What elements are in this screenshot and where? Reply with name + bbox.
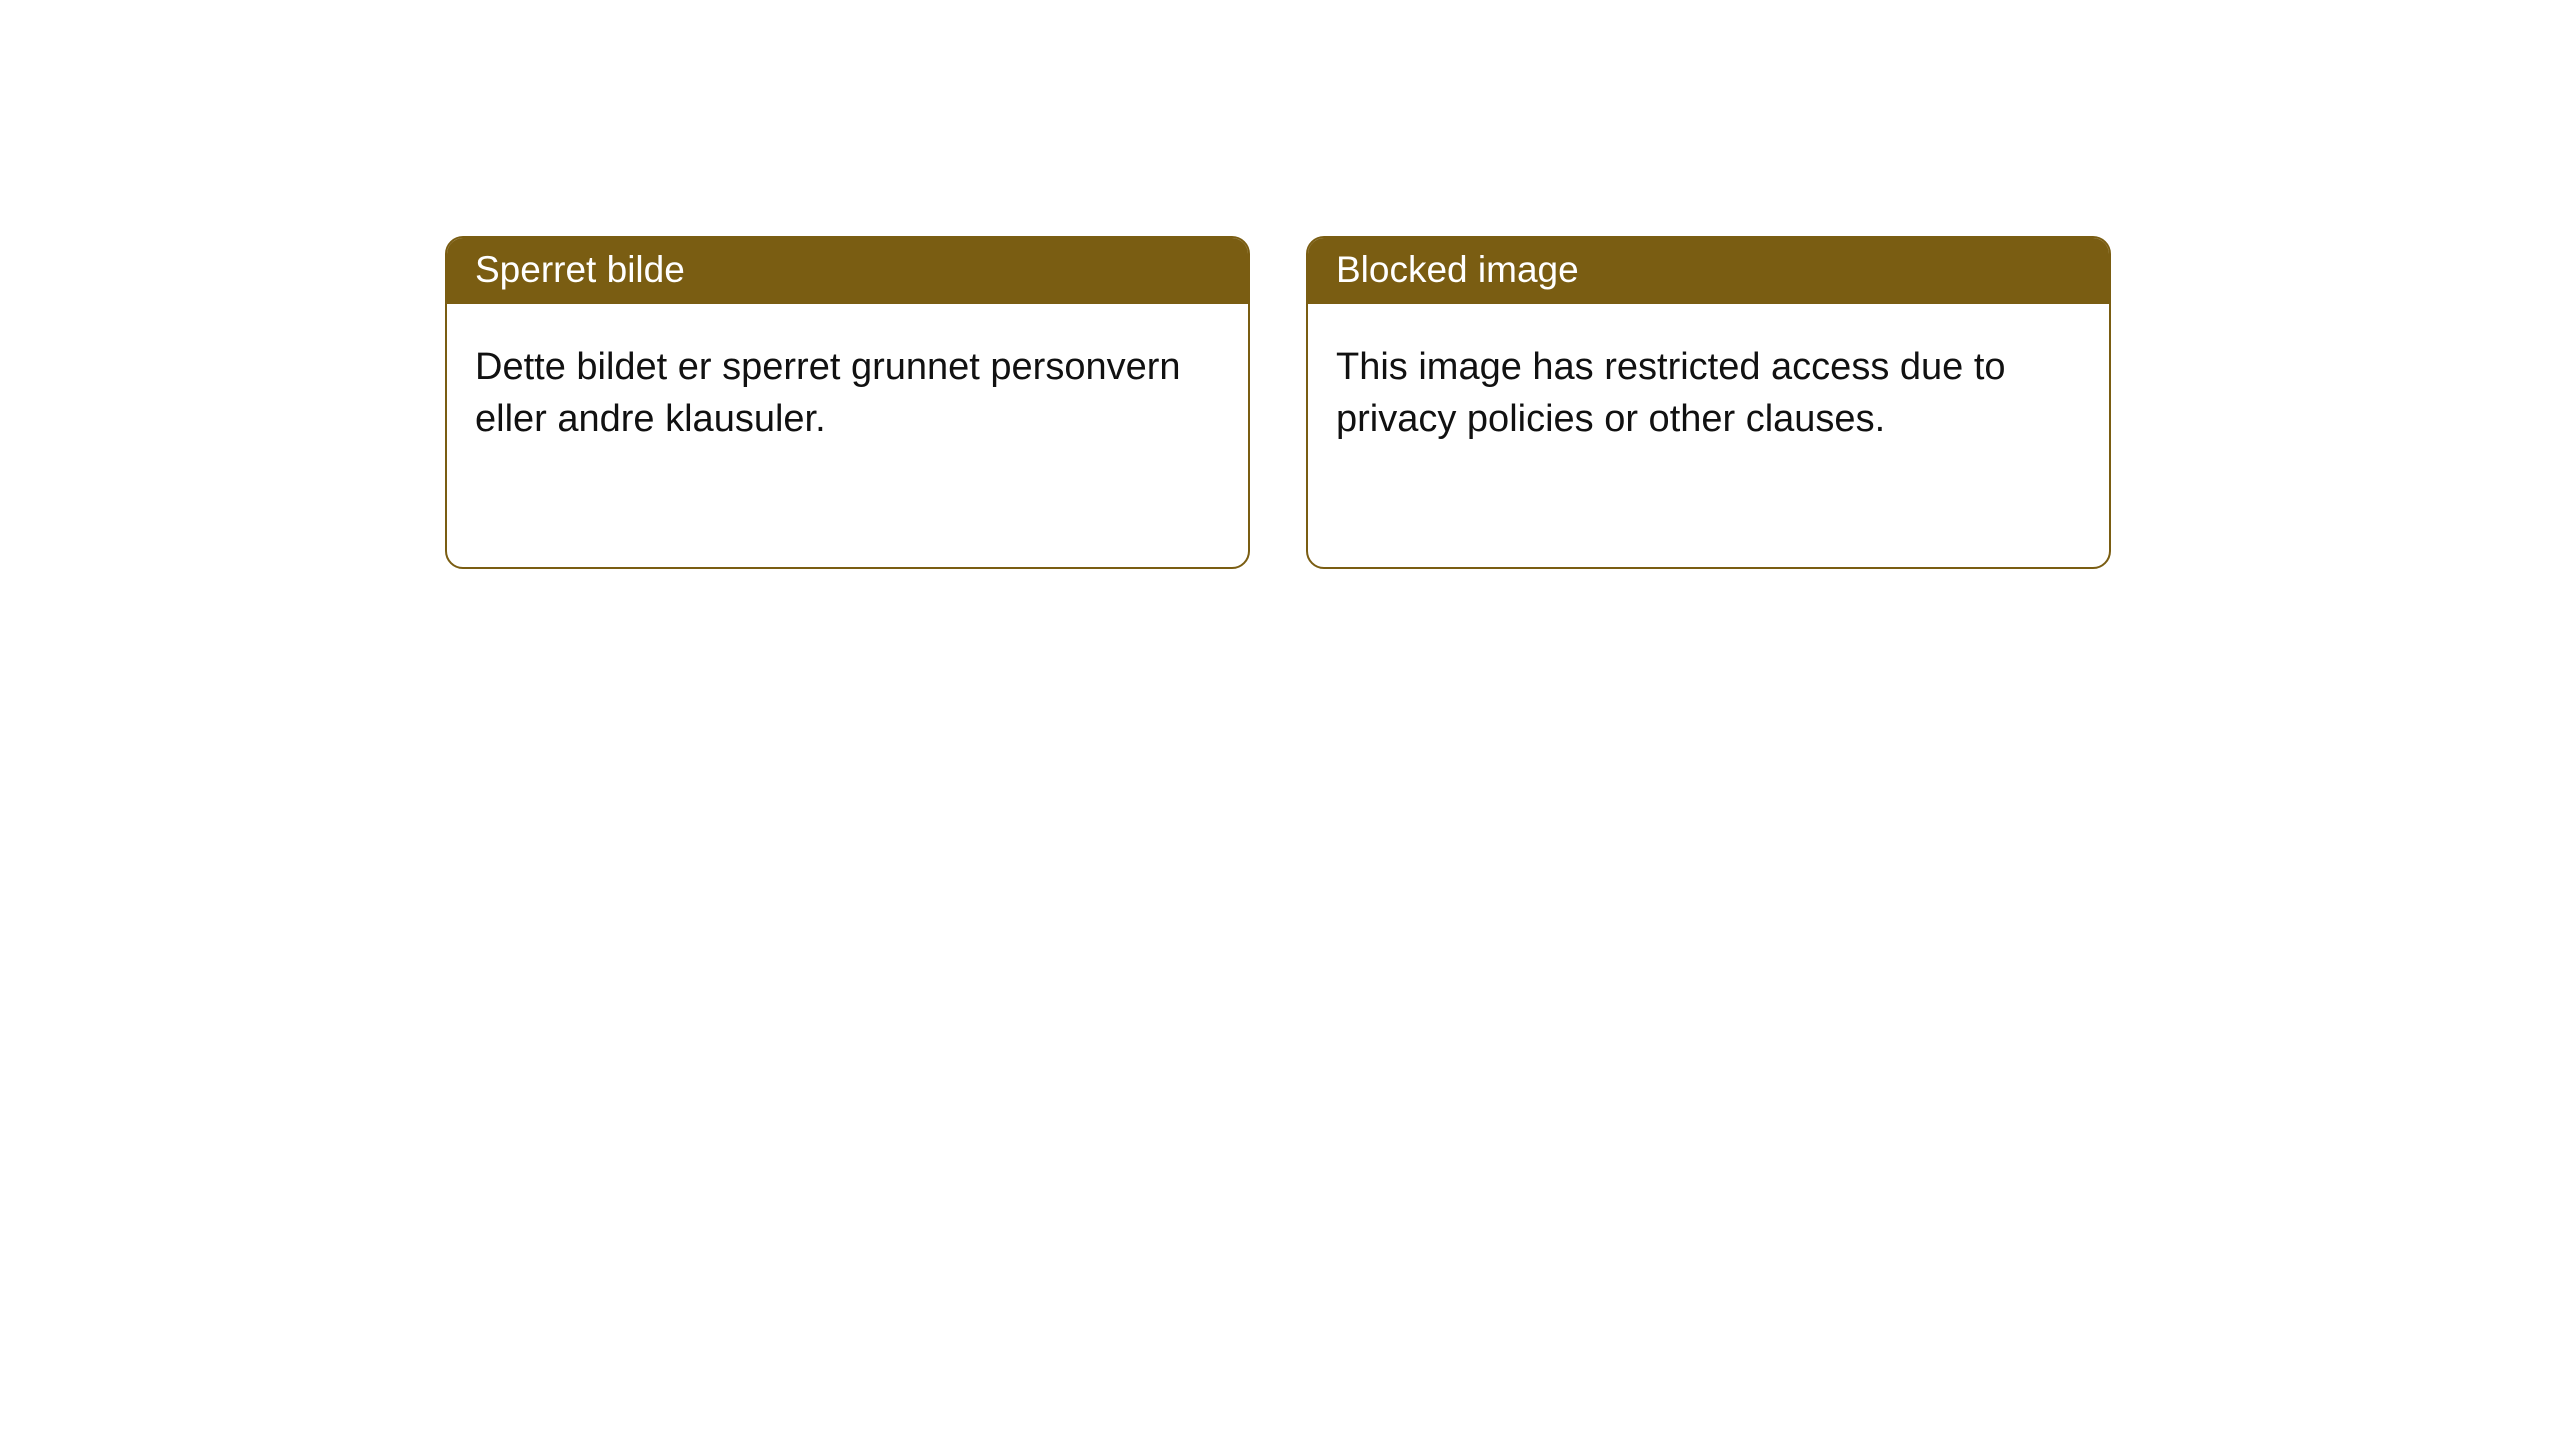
card-body: Dette bildet er sperret grunnet personve… <box>447 304 1248 473</box>
card-header: Blocked image <box>1308 238 2109 304</box>
card-body-text: Dette bildet er sperret grunnet personve… <box>475 346 1181 439</box>
card-title: Sperret bilde <box>475 249 685 290</box>
card-header: Sperret bilde <box>447 238 1248 304</box>
blocked-image-card-no: Sperret bilde Dette bildet er sperret gr… <box>445 236 1250 569</box>
card-title: Blocked image <box>1336 249 1579 290</box>
blocked-image-card-en: Blocked image This image has restricted … <box>1306 236 2111 569</box>
card-body-text: This image has restricted access due to … <box>1336 346 2006 439</box>
card-body: This image has restricted access due to … <box>1308 304 2109 473</box>
cards-container: Sperret bilde Dette bildet er sperret gr… <box>0 0 2560 569</box>
